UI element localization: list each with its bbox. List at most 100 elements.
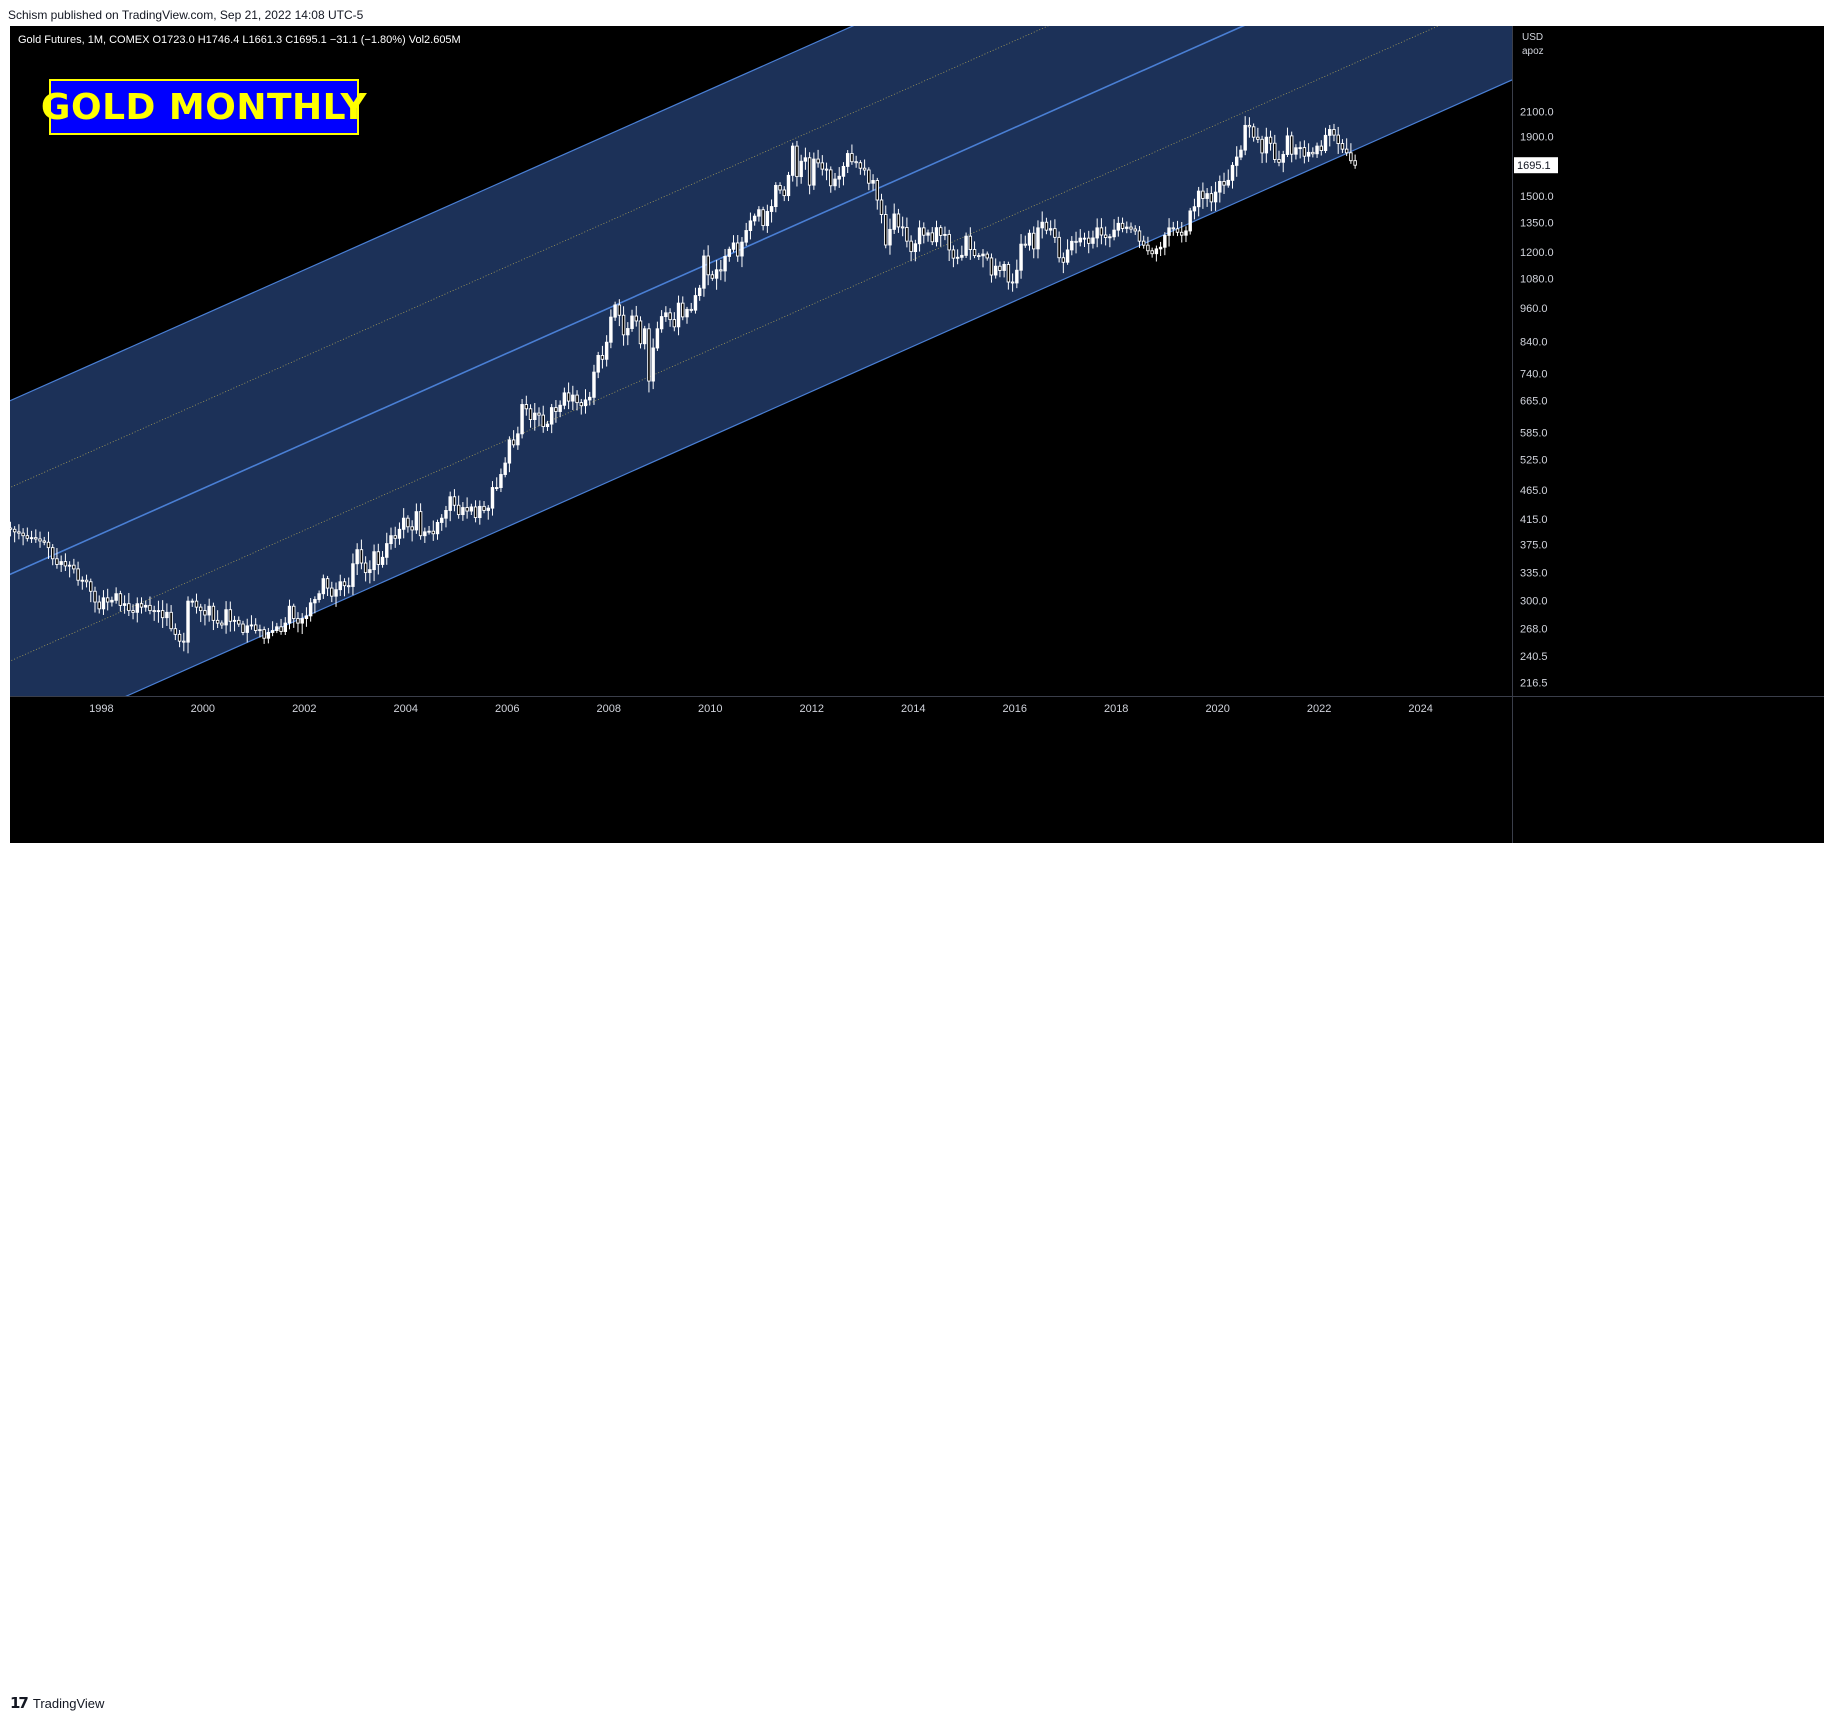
candle-body [34,537,38,540]
candle-body [372,551,376,571]
candle-body [389,535,393,545]
candle-body [72,564,76,570]
candle-body [359,549,364,564]
candle-body [740,241,744,257]
x-tick-label: 2020 [1205,703,1229,715]
candle-body [486,507,490,511]
candle-body [1264,136,1269,154]
candle-body [1133,228,1137,232]
candle-body [224,609,228,626]
candle-body [1273,142,1277,160]
candle-body [1120,222,1125,229]
candle-body [275,626,279,631]
candle-body [621,314,626,336]
candle-body [1340,143,1345,150]
candle-body [1078,237,1082,243]
y-tick-label: 268.0 [1520,624,1548,636]
candle-body [1209,193,1214,203]
candle-body [342,581,347,587]
candle-body [452,496,457,506]
candle-body [1349,152,1353,162]
y-tick-label: 415.0 [1520,514,1548,526]
top-bar: Schism published on TradingView.com, Sep… [0,0,1834,26]
candle-body [600,355,605,360]
candle-body [1196,190,1201,208]
channel-midline [10,26,1245,576]
candle-body [1247,124,1252,128]
y-tick-label: 300.0 [1520,595,1548,607]
candle-body [545,423,550,428]
candle-body [287,605,292,624]
candle-body [160,610,165,619]
candle-body [131,610,135,613]
candle-body [829,169,833,187]
candle-body [1057,236,1061,259]
candle-body [1044,221,1049,231]
x-tick-label: 2004 [394,703,418,715]
chart-pane[interactable]: 2100.0 1900.0 1500.0 1350.0 1200.0 1080.0 960.… [10,26,1824,843]
candle-body [655,328,660,349]
candle-body [930,232,934,243]
candle-body [89,581,93,592]
candle-body [93,590,97,603]
channel-fill [10,26,1512,696]
last-price-badge [1514,157,1558,174]
tradingview-brand[interactable]: 17 TradingView [10,1694,104,1712]
candle-body [1032,232,1036,250]
candle-body [934,227,939,243]
candle-body [947,233,951,251]
brand-name: TradingView [32,1695,105,1711]
candle-body [461,507,465,516]
candle-body [211,605,216,621]
candle-body [482,505,486,511]
price-chart[interactable]: 2100.0 1900.0 1500.0 1350.0 1200.0 1080.0 960.… [10,26,1824,843]
candle-body [1289,135,1294,155]
candle-body [592,371,596,398]
candle-body [67,564,72,567]
candle-body [528,408,533,421]
candle-body [203,610,207,616]
y-tick-label: 1200.0 [1520,247,1554,259]
candle-body [1082,237,1087,240]
candle-body [1306,151,1311,157]
candle-body [972,249,977,257]
candle-body [156,610,161,613]
candle-body [300,618,304,624]
candle-body [647,328,651,382]
candle-body [321,578,326,595]
candle-body [228,609,233,622]
y-tick-label: 840.0 [1520,337,1548,349]
candle-body [118,593,123,606]
candle-body [1311,151,1315,155]
candle-body [1302,147,1307,157]
symbol-ohlc-legend: Gold Futures, 1M, COMEX O1723.0 H1746.4 … [18,34,461,46]
candle-body [1103,234,1108,239]
candle-body [330,587,334,597]
candle-body [42,540,46,543]
candle-body [1015,269,1019,284]
candle-body [1099,227,1104,236]
candle-body [21,532,25,537]
candle-body [668,312,672,321]
candle-body [1285,135,1290,155]
candle-body [769,206,774,212]
candle-body [253,624,258,631]
x-tick-label: 1998 [89,703,113,715]
candle-body [1268,136,1273,144]
y-tick-label: 1900.0 [1520,132,1554,144]
x-tick-label: 2000 [191,703,215,715]
candle-body [1323,134,1328,151]
candle-body [604,341,609,360]
candle-body [511,439,516,446]
candle-body [177,633,182,642]
candle-body [97,601,101,610]
candle-body [1074,240,1078,243]
x-tick-label: 2014 [901,703,925,715]
candle-body [850,153,854,163]
candle-body [139,603,144,608]
candle-body [245,625,249,633]
candle-body [812,158,816,186]
candle-body [833,178,837,187]
y-tick-label: 216.5 [1520,677,1548,689]
candle-body [1146,244,1150,252]
